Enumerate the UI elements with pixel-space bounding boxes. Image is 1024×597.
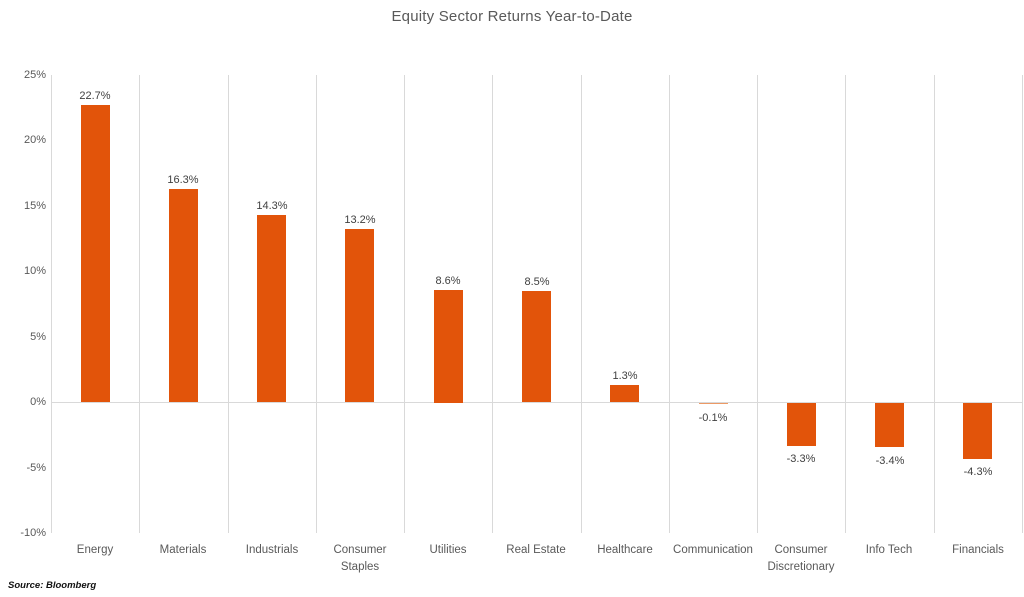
vertical-gridline <box>669 75 670 533</box>
category-label-communication: Communication <box>673 544 753 556</box>
bar-industrials <box>257 215 286 402</box>
category-label-consumer-staples: Consumer Staples <box>333 544 387 573</box>
vertical-gridline <box>581 75 582 533</box>
value-label-consumer-discretionary: -3.3% <box>786 453 816 465</box>
value-label-materials: 16.3% <box>167 174 199 186</box>
category-label-utilities: Utilities <box>429 544 467 556</box>
bar-consumer-discretionary <box>787 403 816 446</box>
value-label-consumer-staples: 13.2% <box>344 214 376 226</box>
vertical-gridline <box>757 75 758 533</box>
category-label-real-estate: Real Estate <box>506 544 566 556</box>
y-tick-label: 5% <box>30 331 46 343</box>
y-tick-label: 20% <box>23 134 46 146</box>
bar-materials <box>169 189 198 402</box>
category-label-healthcare: Healthcare <box>597 544 653 556</box>
bar-healthcare <box>610 385 639 402</box>
chart-title: Equity Sector Returns Year-to-Date <box>391 8 633 25</box>
y-axis-line <box>51 75 52 533</box>
vertical-gridline <box>934 75 935 533</box>
category-label-energy: Energy <box>76 544 114 556</box>
bar-info-tech <box>875 403 904 447</box>
category-label-info-tech: Info Tech <box>865 544 913 556</box>
y-tick-label: 15% <box>23 200 46 212</box>
vertical-gridline <box>1022 75 1023 533</box>
vertical-gridline <box>139 75 140 533</box>
y-tick-label: 25% <box>23 69 46 81</box>
value-label-info-tech: -3.4% <box>875 455 905 467</box>
value-label-utilities: 8.6% <box>435 275 461 287</box>
value-label-industrials: 14.3% <box>256 200 288 212</box>
bar-utilities <box>434 290 463 403</box>
vertical-gridline <box>845 75 846 533</box>
source-note: Source: Bloomberg <box>8 580 97 591</box>
value-label-healthcare: 1.3% <box>612 370 638 382</box>
y-tick-label: 0% <box>30 396 46 408</box>
bar-energy <box>81 105 110 402</box>
bar-real-estate <box>522 291 551 402</box>
bar-financials <box>963 403 992 459</box>
bar-consumer-staples <box>345 229 374 402</box>
bar-communication <box>699 403 728 404</box>
vertical-gridline <box>316 75 317 533</box>
value-label-energy: 22.7% <box>79 90 111 102</box>
vertical-gridline <box>492 75 493 533</box>
value-label-real-estate: 8.5% <box>524 276 550 288</box>
vertical-gridline <box>228 75 229 533</box>
category-label-consumer-discretionary: Consumer Discretionary <box>767 544 835 573</box>
vertical-gridline <box>404 75 405 533</box>
category-label-industrials: Industrials <box>245 544 299 556</box>
y-tick-label: -10% <box>20 527 46 539</box>
zero-axis-line <box>51 402 1022 403</box>
value-label-financials: -4.3% <box>963 466 993 478</box>
y-tick-label: 10% <box>23 265 46 277</box>
value-label-communication: -0.1% <box>698 412 728 424</box>
category-label-materials: Materials <box>159 544 207 556</box>
y-tick-label: -5% <box>26 462 46 474</box>
category-label-financials: Financials <box>952 544 1004 556</box>
